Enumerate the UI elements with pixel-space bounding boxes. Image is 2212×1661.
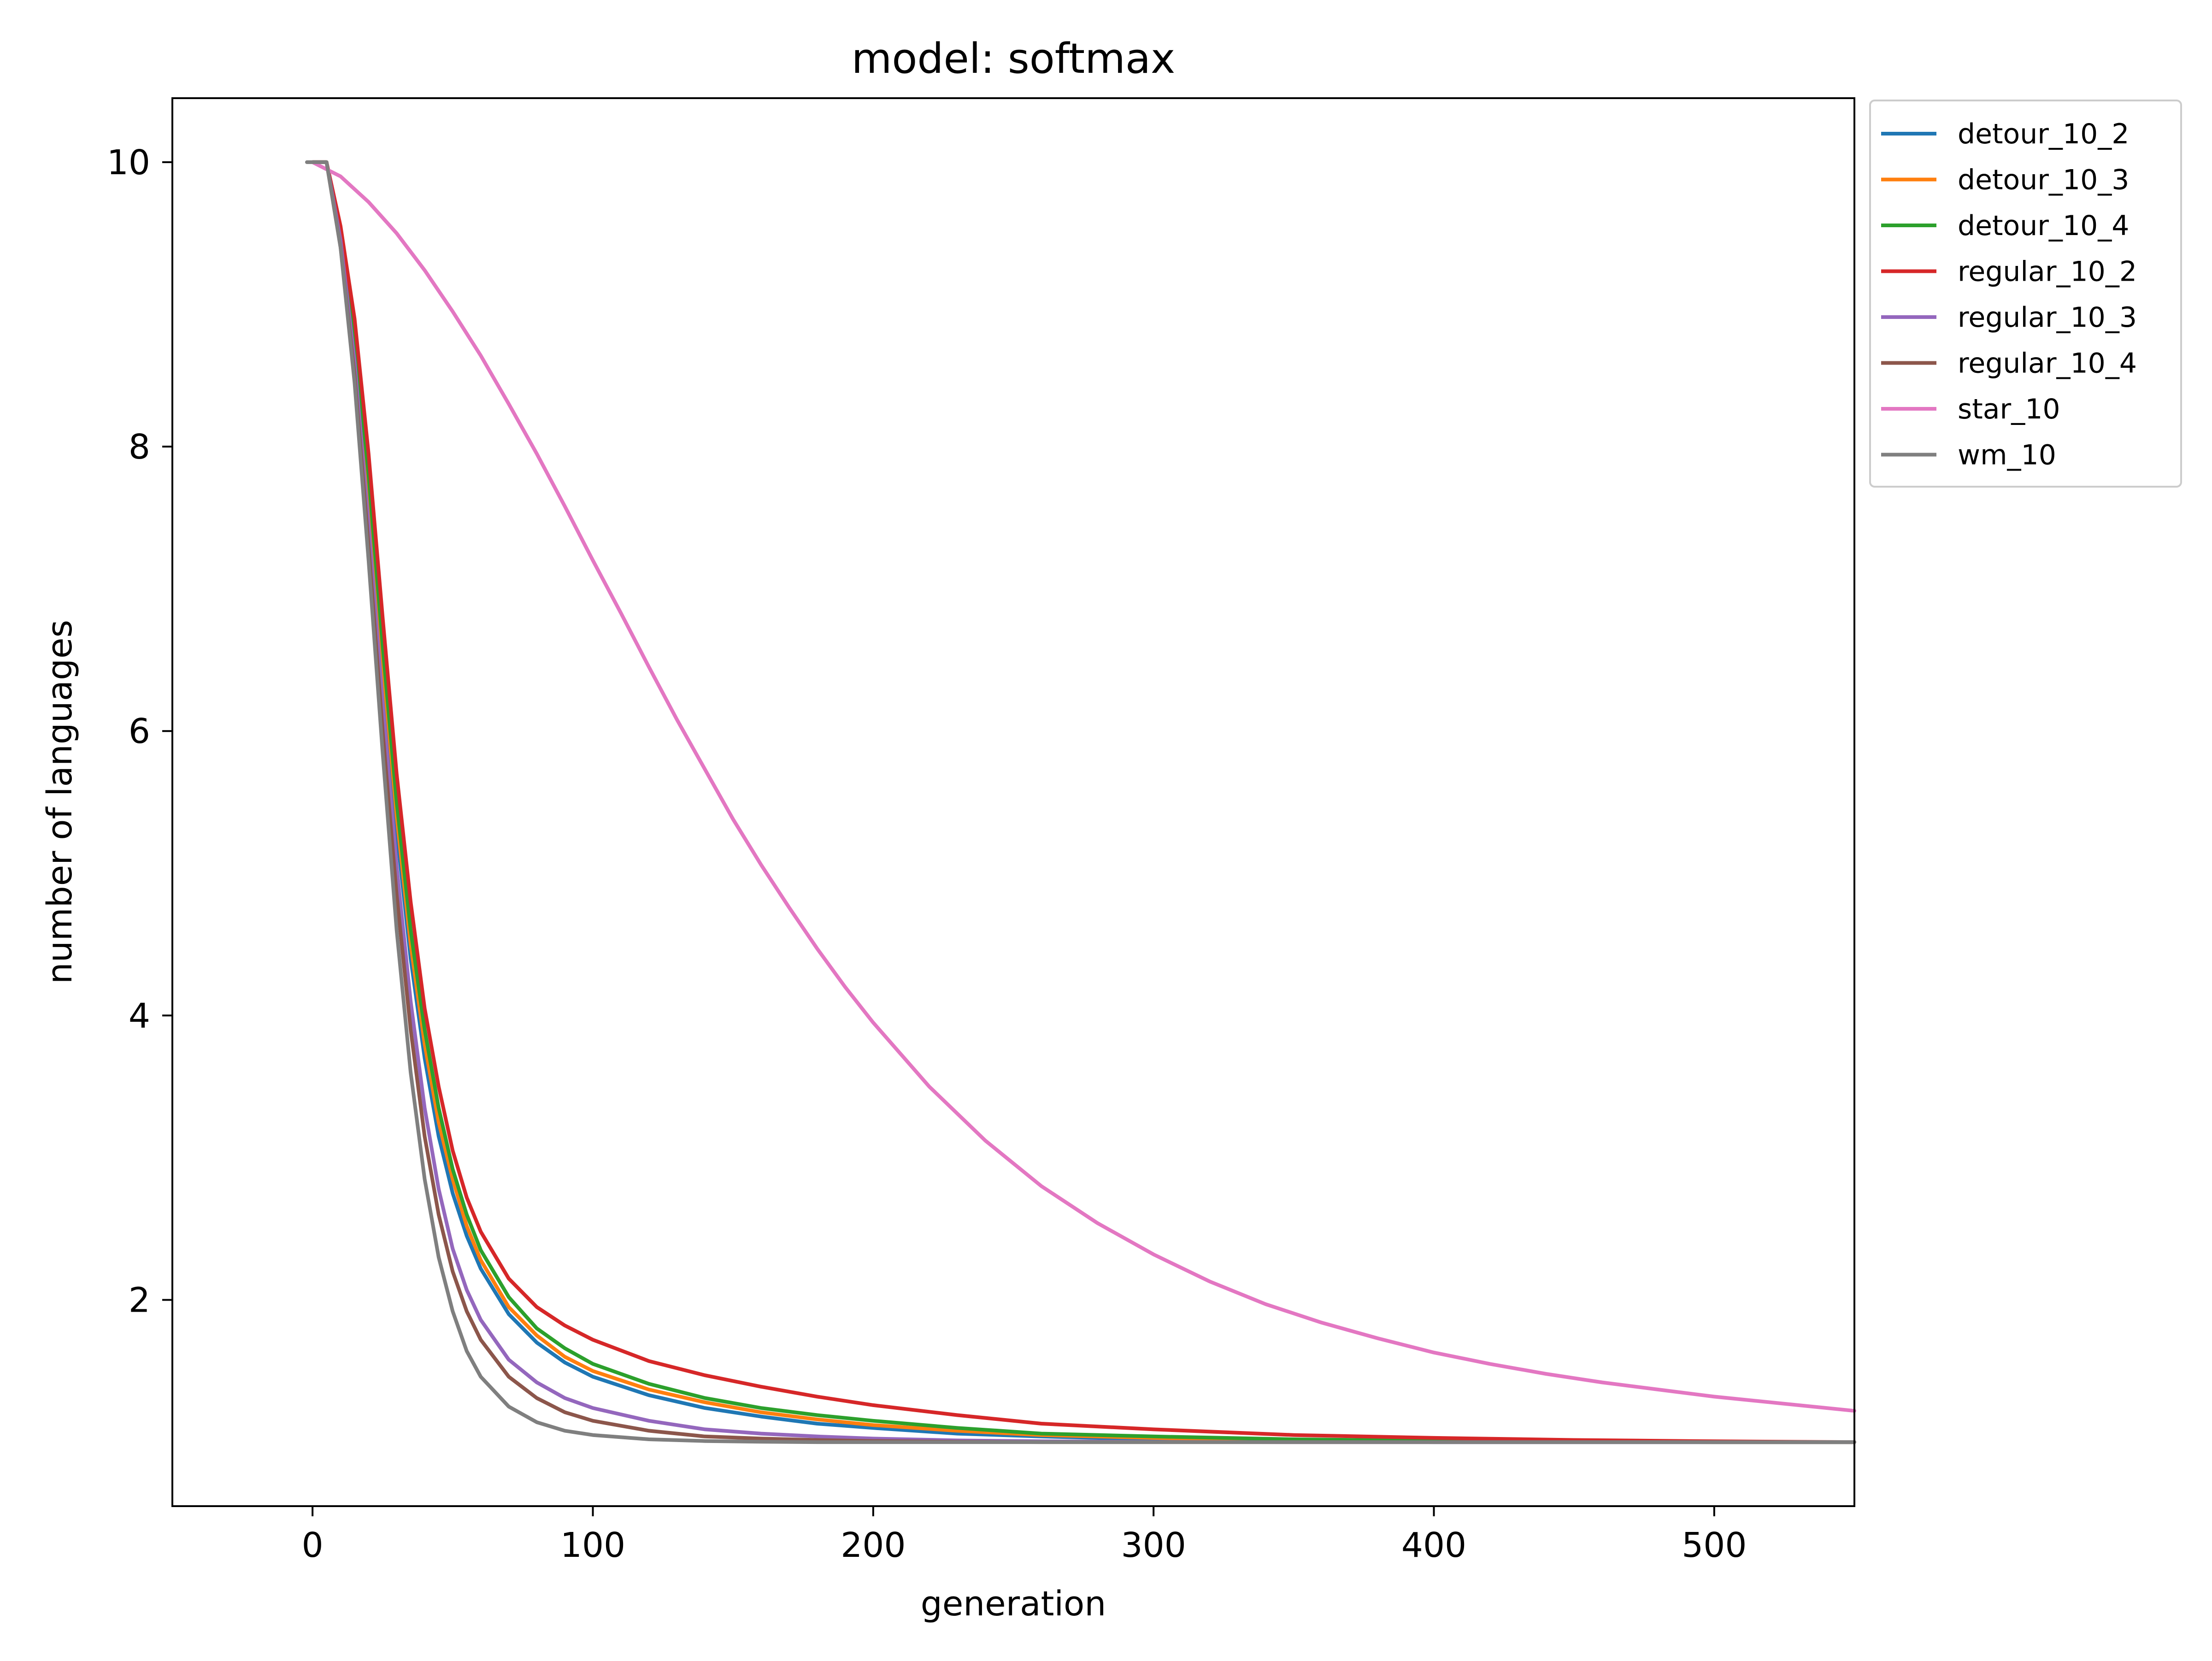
y-tick-label: 2: [129, 1281, 150, 1320]
legend-box: [1869, 100, 2182, 488]
series-line-regular_10_3: [311, 160, 1856, 1444]
x-tick-label: 300: [1121, 1526, 1186, 1565]
plot-frame: [171, 97, 1855, 1507]
y-axis: 2 4 6 8 10: [107, 143, 172, 1320]
y-tick-label: 10: [107, 143, 150, 183]
series-lines: [305, 160, 1856, 1444]
series-line-wm_10: [305, 160, 1856, 1444]
x-tick-label: 400: [1401, 1526, 1466, 1565]
y-tick-label: 6: [129, 712, 150, 751]
x-tick-label: 500: [1682, 1526, 1747, 1565]
y-axis-label: number of languages: [40, 620, 80, 984]
series-line-detour_10_2: [311, 160, 1856, 1444]
legend-label-detour_10_4: detour_10_4: [1958, 210, 2129, 242]
series-line-detour_10_3: [311, 160, 1856, 1444]
legend-label-regular_10_2: regular_10_2: [1958, 256, 2137, 288]
legend-label-regular_10_4: regular_10_4: [1958, 348, 2137, 380]
legend-label-detour_10_3: detour_10_3: [1958, 164, 2129, 196]
x-tick-label: 100: [560, 1526, 625, 1565]
legend-label-regular_10_3: regular_10_3: [1958, 301, 2137, 334]
y-tick-label: 8: [129, 427, 150, 467]
series-line-regular_10_2: [311, 160, 1856, 1444]
chart-title: model: softmax: [852, 35, 1176, 83]
x-tick-label: 200: [841, 1526, 906, 1565]
y-tick-label: 4: [129, 996, 150, 1036]
legend-label-star_10: star_10: [1958, 393, 2060, 425]
legend-label-wm_10: wm_10: [1958, 439, 2056, 471]
legend: detour_10_2 detour_10_3 detour_10_4regular…: [1869, 100, 2182, 488]
series-line-star_10: [311, 160, 1856, 1413]
series-line-detour_10_4: [311, 160, 1856, 1444]
series-line-regular_10_4: [311, 160, 1856, 1444]
x-tick-label: 0: [302, 1526, 324, 1565]
x-axis: 0 100 200 300 400 500: [302, 1506, 1747, 1565]
x-axis-label: generation: [921, 1584, 1106, 1624]
legend-label-detour_10_2: detour_10_2: [1958, 118, 2129, 150]
